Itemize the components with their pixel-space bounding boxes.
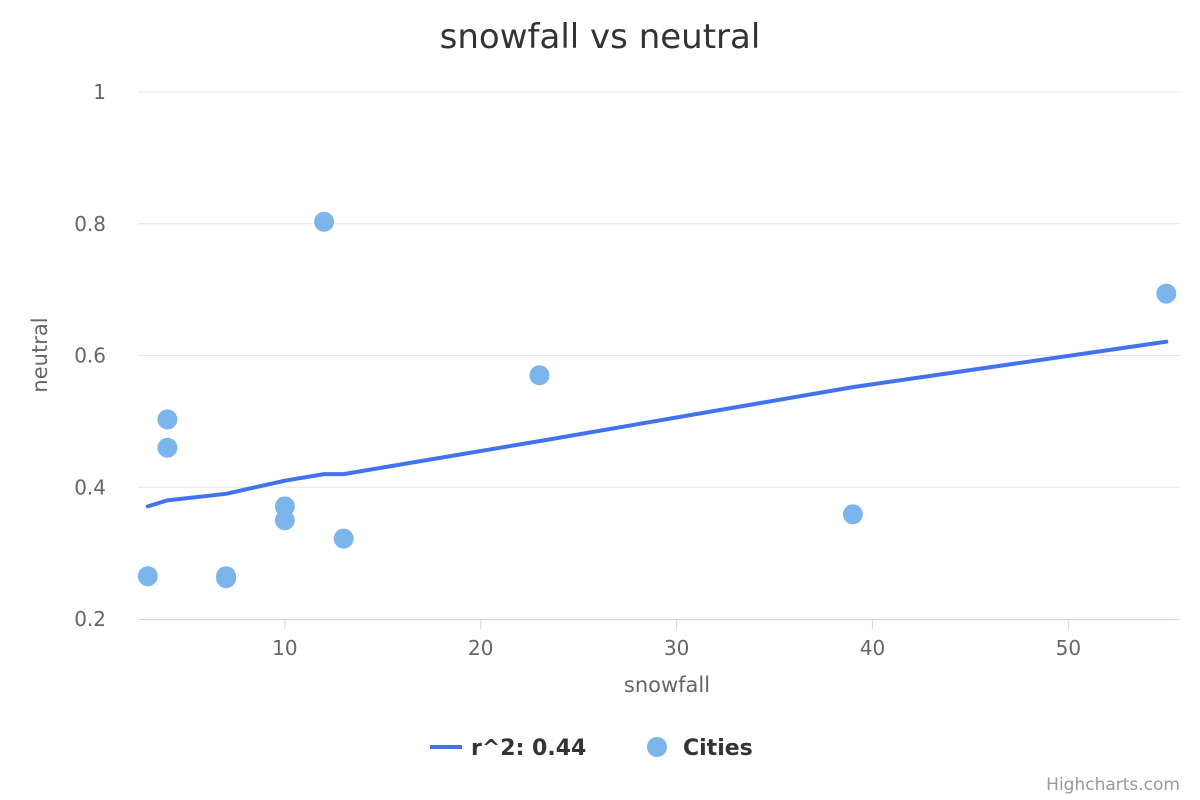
city-data-point[interactable] [157,409,178,430]
city-data-point[interactable] [314,211,335,232]
city-data-point[interactable] [274,510,295,531]
y-tick-label: 0.6 [74,344,106,368]
gridlines [138,91,1180,488]
x-tick-label: 50 [1056,636,1081,660]
city-data-point[interactable] [529,365,550,386]
legend-label-cities: Cities [683,736,753,761]
city-data-point[interactable] [157,437,178,458]
city-data-point[interactable] [274,496,295,517]
x-tick-label: 10 [272,636,297,660]
legend-point-symbol [647,737,667,757]
y-tick-label: 0.8 [74,212,106,236]
x-tick-label: 30 [664,636,689,660]
y-tick-label: 0.4 [74,475,106,499]
x-axis-title: snowfall [624,673,710,697]
y-axis-title: neutral [28,317,52,392]
y-tick-label: 1 [93,80,106,104]
chart-title: snowfall vs neutral [440,17,761,57]
credits-link[interactable]: Highcharts.com [1046,775,1180,795]
regression-line [145,339,1169,509]
x-tick-label: 20 [468,636,493,660]
city-data-point[interactable] [216,568,237,589]
legend-item-regression[interactable]: r^2: 0.44 [430,736,586,761]
city-data-point[interactable] [842,504,863,525]
y-tick-label: 0.2 [74,607,106,631]
legend: r^2: 0.44 Cities [430,736,753,761]
x-tick-label: 40 [860,636,885,660]
city-data-point[interactable] [137,566,158,587]
legend-item-cities[interactable]: Cities [647,736,753,761]
plot-series [137,211,1177,589]
city-data-point[interactable] [333,528,354,549]
legend-label-regression: r^2: 0.44 [471,736,586,761]
axes: 0.2 0.4 0.6 0.8 1 10 20 30 40 50 [74,80,1180,660]
city-data-point[interactable] [1156,283,1177,304]
